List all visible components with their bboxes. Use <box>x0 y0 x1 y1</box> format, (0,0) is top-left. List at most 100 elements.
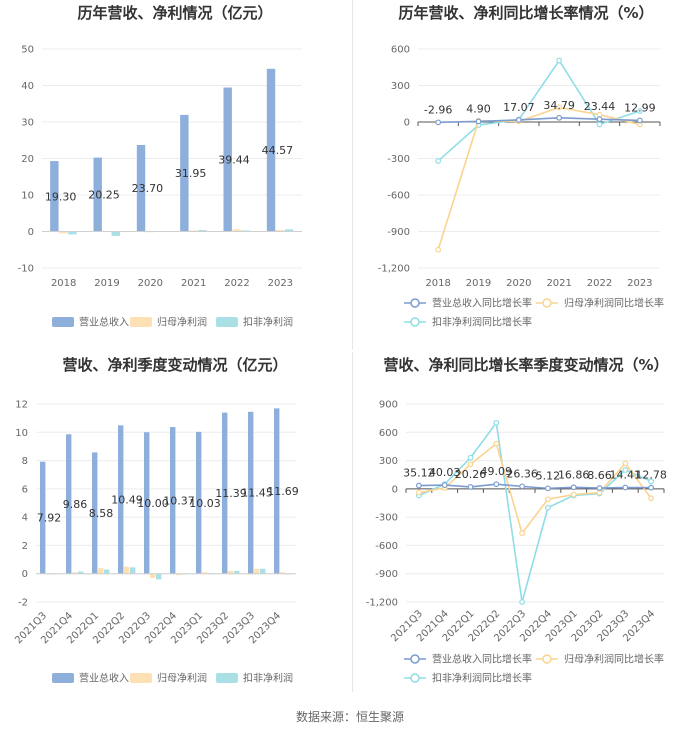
y-tick-label: -1,200 <box>378 264 410 275</box>
y-tick-label: 40 <box>21 81 34 92</box>
legend-label: 扣非净利润同比增长率 <box>432 672 532 685</box>
data-label: 20.25 <box>88 189 120 202</box>
data-label: 10.49 <box>111 494 143 507</box>
chart-svg: 历年营收、净利情况（亿元） -10 0 10 20 30 40 50 19.30 2018 20.2… <box>18 4 302 329</box>
data-point <box>556 57 563 64</box>
data-label: 11.69 <box>267 485 299 498</box>
legend-swatch <box>52 673 74 683</box>
data-label: 31.95 <box>175 167 207 180</box>
data-point <box>596 489 603 496</box>
bar <box>189 230 198 232</box>
data-point <box>435 119 442 126</box>
data-point <box>596 485 603 491</box>
y-tick-label: 8 <box>22 456 28 467</box>
data-label: 17.07 <box>503 101 535 114</box>
legend-label: 归母净利润 <box>157 672 207 685</box>
y-tick-label: -300 <box>375 513 398 524</box>
y-tick-label: 12 <box>15 400 28 411</box>
y-tick-label: 0 <box>392 484 398 495</box>
series-line <box>418 483 652 490</box>
data-label: 5.12 <box>536 469 561 482</box>
bar <box>144 432 150 574</box>
data-label: 20.26 <box>455 468 487 481</box>
legend-swatch <box>130 317 152 327</box>
bar <box>111 231 120 236</box>
bar <box>156 573 162 580</box>
bar <box>222 412 228 574</box>
bar <box>78 571 84 574</box>
data-point <box>415 489 422 496</box>
legend-label: 扣非净利润同比增长率 <box>432 316 532 329</box>
legend-marker <box>410 317 420 327</box>
data-point <box>648 484 655 491</box>
chart-svg: 营收、净利同比增长率季度变动情况（%） -1,200 -900 -600 -300 0 30… <box>366 356 669 685</box>
data-point <box>596 121 603 128</box>
y-tick-label: 20 <box>21 154 34 165</box>
legend-label: 扣非净利润 <box>243 672 293 685</box>
data-point <box>636 117 643 124</box>
data-label: 4.90 <box>466 102 491 115</box>
data-point <box>475 118 482 125</box>
bar <box>260 568 266 574</box>
bar <box>136 144 146 232</box>
bar <box>92 452 98 574</box>
x-tick-label: 2018 <box>425 278 450 289</box>
y-tick-label: 10 <box>21 191 34 202</box>
bar <box>275 230 285 232</box>
data-point <box>519 599 526 605</box>
bar <box>234 570 240 574</box>
data-point <box>519 483 526 490</box>
bar <box>66 434 72 574</box>
data-point <box>570 484 577 491</box>
bar <box>176 573 182 576</box>
bar <box>241 230 250 232</box>
bar <box>196 431 202 574</box>
data-point <box>622 467 629 473</box>
x-tick-label: 2022 <box>587 278 612 289</box>
data-point <box>519 530 526 537</box>
legend-marker <box>542 654 552 664</box>
data-point <box>493 481 500 488</box>
bar <box>232 229 241 232</box>
data-point <box>622 460 629 467</box>
data-point <box>493 419 500 426</box>
y-tick-label: -900 <box>375 569 398 580</box>
series-line <box>438 116 640 124</box>
chart-title: 历年营收、净利同比增长率情况（%） <box>398 4 653 22</box>
data-point <box>515 117 522 123</box>
data-point <box>544 485 551 492</box>
y-tick-label: 0 <box>404 118 410 129</box>
series-line <box>418 442 652 535</box>
bar <box>202 572 208 574</box>
bar <box>98 568 104 574</box>
legend-label: 营业总收入同比增长率 <box>432 297 532 310</box>
data-point <box>544 504 551 511</box>
bar <box>118 425 124 574</box>
legend-marker <box>410 673 420 683</box>
series-line <box>437 59 641 162</box>
bar <box>254 568 260 574</box>
y-tick-label: 2 <box>22 541 28 552</box>
data-point <box>636 108 643 114</box>
bar <box>198 230 207 232</box>
bar <box>40 461 46 574</box>
data-label: 39.44 <box>218 154 250 167</box>
bar <box>68 231 77 235</box>
y-tick-label: 50 <box>21 45 34 56</box>
chart-title: 历年营收、净利情况（亿元） <box>77 4 272 22</box>
data-point <box>467 461 474 468</box>
bar <box>228 570 234 574</box>
y-tick-label: 6 <box>22 484 28 495</box>
bar <box>248 411 254 574</box>
y-tick-label: 30 <box>21 118 34 129</box>
data-point <box>435 158 442 164</box>
data-point <box>556 114 563 121</box>
legend-marker <box>542 298 552 308</box>
panel-divider-top <box>352 0 353 350</box>
legend-marker <box>410 654 420 664</box>
data-label: 9.86 <box>63 498 88 511</box>
legend-label: 归母净利润同比增长率 <box>564 653 664 666</box>
data-point <box>622 484 629 491</box>
data-label: 11.45 <box>241 487 273 500</box>
y-tick-label: 0 <box>22 569 28 580</box>
